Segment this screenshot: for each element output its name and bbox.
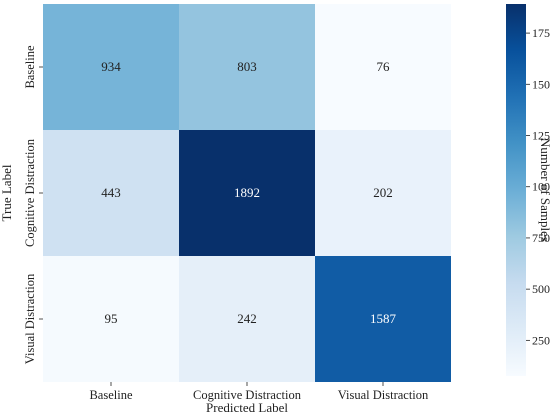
cell-value-label: 803 bbox=[237, 59, 257, 74]
y-tick-label: Cognitive Distraction bbox=[23, 138, 37, 247]
colorbar-tick-label: 750 bbox=[532, 231, 550, 245]
colorbar-ticks: 250 500 750 1000 1250 1500 1750 bbox=[526, 26, 550, 347]
heatmap-cell bbox=[179, 130, 315, 256]
x-tick-labels: Baseline Cognitive Distraction Visual Dist… bbox=[89, 382, 429, 402]
colorbar bbox=[506, 4, 526, 376]
heatmap-cells: 934 803 76 443 1892 202 95 242 1587 bbox=[43, 4, 451, 382]
heatmap-cell bbox=[315, 130, 451, 256]
cell-value-label: 934 bbox=[101, 59, 121, 74]
cell-value-label: 1892 bbox=[234, 185, 260, 200]
cell-value-label: 1587 bbox=[370, 311, 397, 326]
colorbar-tick-label: 1750 bbox=[532, 26, 550, 40]
x-tick-label: Baseline bbox=[89, 388, 132, 402]
colorbar-title: Number of Samples bbox=[538, 138, 550, 242]
cell-value-label: 95 bbox=[105, 311, 118, 326]
x-tick-label: Visual Distraction bbox=[338, 388, 429, 402]
cell-value-label: 76 bbox=[377, 59, 391, 74]
colorbar-tick-label: 500 bbox=[532, 282, 550, 296]
heatmap-cell bbox=[315, 256, 451, 382]
y-tick-labels: Baseline Cognitive Distraction Visual Dist… bbox=[23, 45, 43, 364]
heatmap-cell bbox=[179, 4, 315, 130]
heatmap-cell bbox=[179, 256, 315, 382]
heatmap-cell bbox=[43, 256, 179, 382]
x-axis-title: Predicted Label bbox=[206, 400, 288, 415]
heatmap-cell bbox=[315, 4, 451, 130]
y-tick-label: Visual Distraction bbox=[23, 273, 37, 364]
y-axis-title: True Label bbox=[0, 164, 14, 221]
heatmap-cell bbox=[43, 130, 179, 256]
y-tick-label: Baseline bbox=[23, 45, 37, 88]
cell-value-label: 443 bbox=[101, 185, 121, 200]
colorbar-tick-label: 1250 bbox=[532, 129, 550, 143]
x-tick-label: Cognitive Distraction bbox=[193, 388, 302, 402]
cell-value-label: 242 bbox=[237, 311, 257, 326]
colorbar-tick-label: 1000 bbox=[532, 180, 550, 194]
colorbar-tick-label: 1500 bbox=[532, 77, 550, 91]
colorbar-tick-label: 250 bbox=[532, 333, 550, 347]
cell-value-label: 202 bbox=[373, 185, 393, 200]
heatmap-cell bbox=[43, 4, 179, 130]
